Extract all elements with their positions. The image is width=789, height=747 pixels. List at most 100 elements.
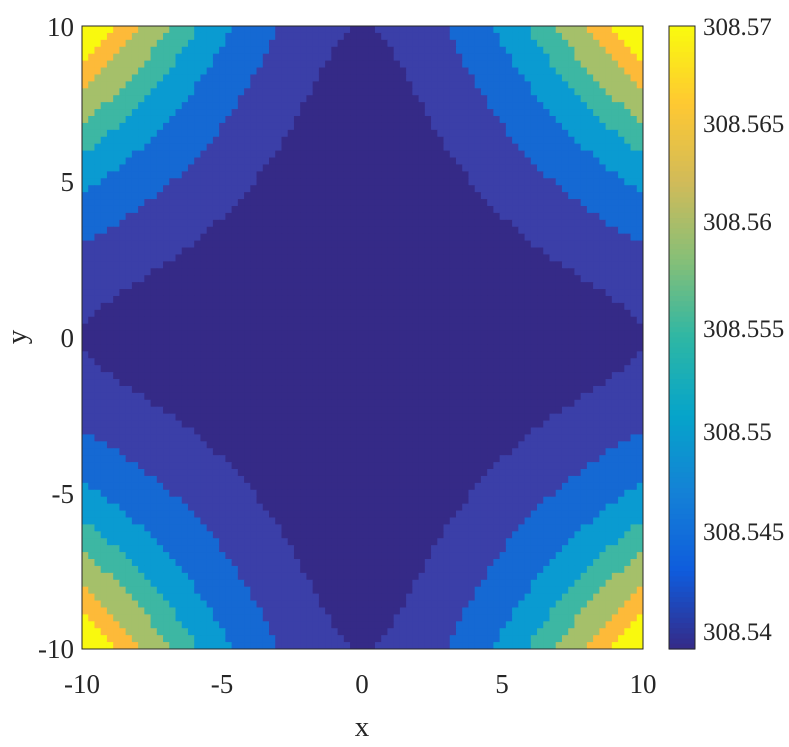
contour-cell [518, 199, 526, 207]
contour-cell [82, 233, 89, 242]
contour-cell [106, 351, 114, 359]
contour-cell [187, 102, 195, 110]
contour-cell [362, 302, 370, 311]
contour-cell [611, 39, 619, 48]
contour-cell [206, 365, 214, 373]
contour-cell [512, 171, 519, 179]
contour-cell [605, 109, 613, 117]
contour-cell [275, 399, 283, 408]
contour-cell [462, 26, 470, 34]
contour-cell [580, 32, 588, 41]
contour-cell [219, 157, 226, 166]
contour-cell [331, 406, 339, 415]
contour-cell [150, 115, 158, 124]
contour-cell [605, 46, 613, 55]
contour-cell [537, 379, 544, 387]
contour-cell [225, 385, 233, 394]
contour-cell [113, 143, 120, 152]
contour-cell [618, 219, 625, 228]
contour-cell [599, 199, 607, 207]
contour-cell [630, 351, 638, 359]
contour-cell [443, 143, 451, 152]
contour-cell [381, 46, 389, 55]
contour-cell [437, 351, 445, 359]
contour-cell [200, 212, 208, 221]
contour-cell [275, 282, 283, 290]
contour-cell [487, 192, 494, 200]
contour-cell [88, 81, 96, 89]
contour-cell [605, 247, 613, 256]
contour-cell [306, 81, 314, 89]
contour-cell [505, 53, 513, 62]
contour-cell [306, 95, 314, 103]
contour-cell [593, 60, 600, 69]
contour-cell [568, 136, 576, 145]
contour-cell [599, 88, 607, 96]
contour-cell [599, 337, 607, 346]
contour-cell [387, 46, 395, 55]
contour-cell [150, 60, 158, 69]
contour-cell [231, 205, 239, 214]
contour-cell [530, 330, 538, 339]
contour-cell [156, 379, 164, 387]
contour-cell [605, 358, 613, 366]
contour-cell [574, 150, 582, 159]
contour-cell [636, 399, 643, 408]
contour-cell [262, 95, 270, 103]
contour-cell [144, 60, 152, 69]
contour-cell [499, 351, 507, 359]
contour-cell [212, 136, 220, 145]
contour-cell [293, 323, 301, 332]
contour-cell [393, 88, 401, 96]
contour-cell [163, 150, 170, 159]
contour-cell [306, 323, 314, 332]
contour-cell [636, 219, 643, 228]
contour-cell [212, 46, 220, 55]
contour-cell [175, 157, 183, 166]
contour-cell [119, 88, 127, 96]
contour-cell [343, 39, 351, 48]
contour-cell [555, 330, 563, 339]
contour-cell [293, 185, 301, 193]
contour-cell [100, 32, 108, 41]
contour-cell [181, 337, 189, 346]
contour-cell [593, 53, 600, 62]
contour-cell [256, 240, 264, 249]
contour-cell [219, 344, 226, 352]
contour-cell [281, 330, 289, 339]
contour-cell [206, 199, 214, 207]
contour-cell [474, 81, 482, 89]
contour-cell [150, 171, 158, 179]
contour-cell [530, 247, 538, 256]
contour-cell [175, 275, 183, 283]
contour-cell [119, 122, 127, 131]
contour-cell [150, 88, 158, 96]
contour-cell [493, 150, 501, 159]
contour-cell [287, 379, 295, 387]
contour-cell [175, 67, 183, 76]
contour-cell [568, 385, 576, 394]
contour-cell [381, 358, 389, 366]
contour-cell [468, 192, 476, 200]
contour-cell [537, 289, 544, 297]
contour-cell [100, 136, 108, 145]
contour-cell [480, 295, 488, 304]
contour-cell [499, 88, 507, 96]
contour-cell [156, 115, 164, 124]
contour-cell [350, 399, 357, 408]
contour-cell [362, 330, 370, 339]
contour-cell [593, 372, 600, 380]
contour-cell [393, 399, 401, 408]
contour-cell [618, 67, 625, 76]
contour-cell [187, 164, 195, 172]
contour-cell [418, 67, 426, 76]
contour-cell [418, 109, 426, 117]
contour-cell [412, 88, 420, 96]
contour-cell [636, 392, 643, 401]
contour-cell [424, 150, 432, 159]
contour-cell [219, 102, 226, 110]
contour-cell [225, 60, 233, 69]
contour-cell [537, 129, 544, 138]
contour-cell [418, 295, 426, 304]
contour-cell [356, 240, 364, 249]
